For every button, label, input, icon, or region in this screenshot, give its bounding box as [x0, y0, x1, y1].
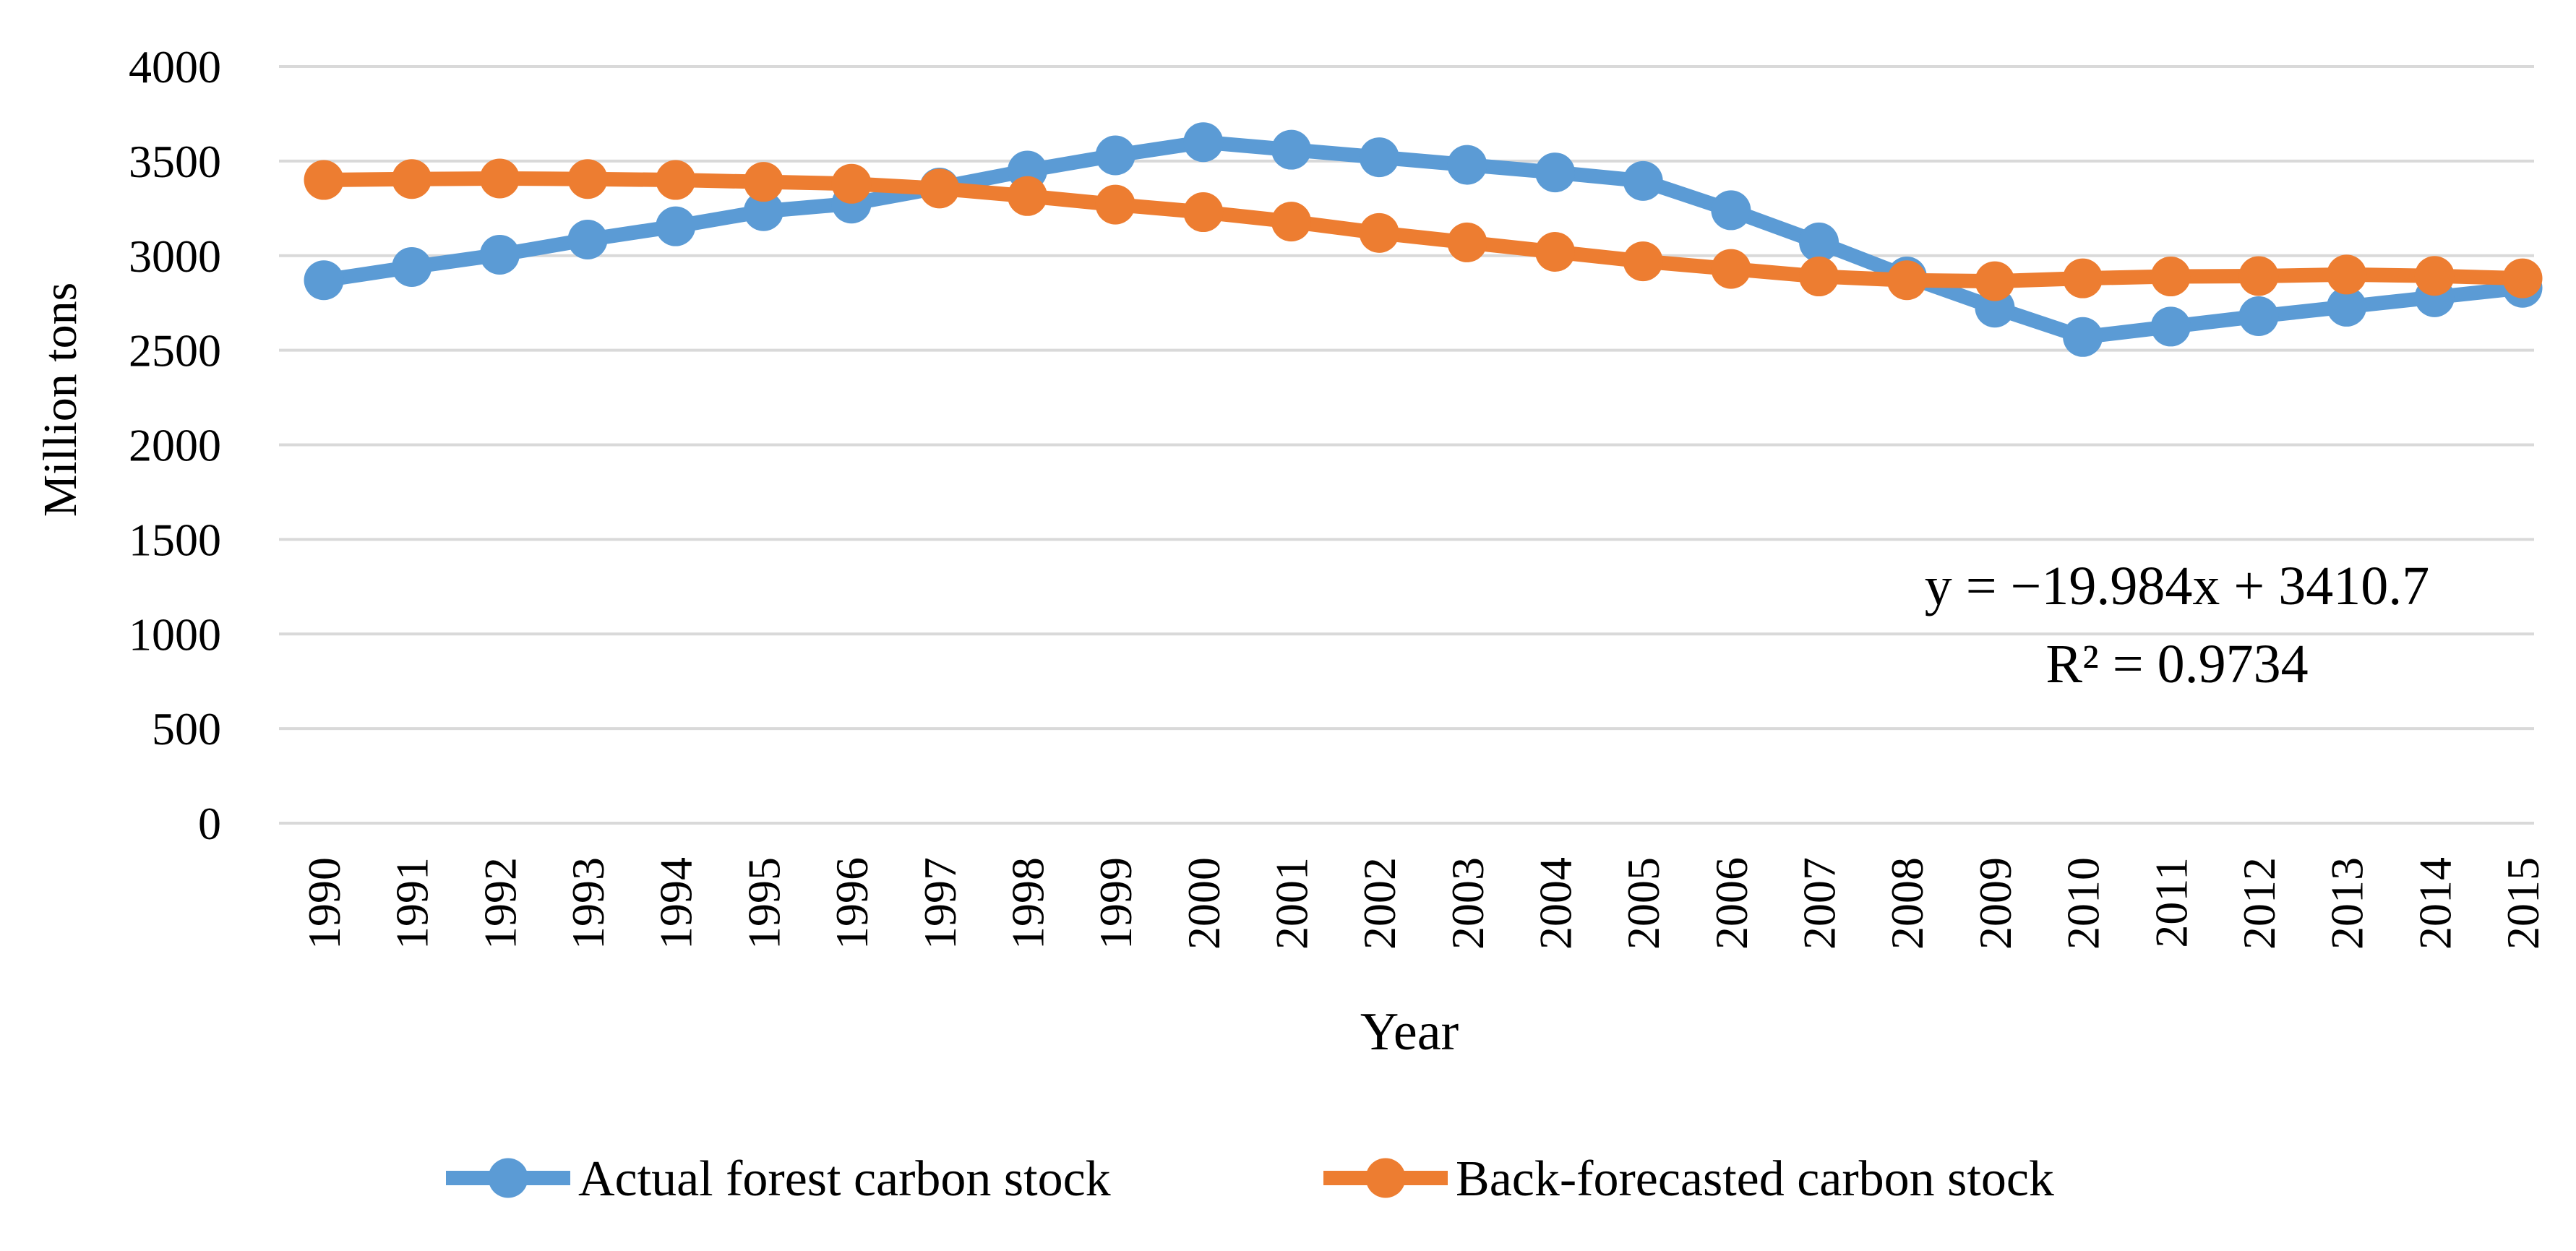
x-tick-label: 1993: [562, 857, 614, 950]
x-tick-label: 1990: [299, 857, 350, 950]
data-point-actual-2012: [2238, 296, 2279, 337]
data-point-actual-1991: [392, 246, 432, 287]
data-point-actual-2006: [1711, 190, 1751, 231]
data-point-actual-2005: [1623, 160, 1663, 201]
x-tick-label: 2014: [2409, 857, 2460, 950]
data-point-forecast-2003: [1447, 222, 1487, 262]
data-point-forecast-2004: [1535, 232, 1576, 272]
y-tick-label: 3000: [129, 231, 221, 282]
y-tick-label: 1000: [129, 609, 221, 660]
data-point-forecast-2008: [1886, 260, 1927, 301]
data-point-actual-2001: [1271, 129, 1311, 170]
data-point-forecast-1990: [304, 160, 344, 200]
data-point-forecast-1993: [567, 159, 608, 199]
x-tick-label: 2011: [2145, 857, 2197, 948]
y-axis-title: Million tons: [34, 283, 87, 517]
legend-label-actual: Actual forest carbon stock: [578, 1151, 1111, 1207]
legend-item-forecast: Back-forecasted carbon stock: [1323, 1151, 2054, 1207]
y-axis-tick-labels: 0 500 1000 1500 2000 2500 3000 3500 4000: [129, 41, 221, 849]
x-tick-label: 1991: [387, 857, 438, 950]
x-tick-label: 1998: [1002, 857, 1053, 950]
x-tick-label: 2002: [1354, 857, 1405, 950]
x-tick-label: 1995: [738, 857, 789, 950]
gridlines: [279, 65, 2534, 825]
legend-item-actual: Actual forest carbon stock: [446, 1151, 1111, 1207]
data-point-forecast-2006: [1711, 249, 1751, 289]
data-point-actual-2003: [1447, 145, 1487, 185]
data-point-forecast-1999: [1095, 184, 1135, 225]
y-tick-label: 500: [152, 703, 221, 755]
data-point-actual-2004: [1535, 152, 1576, 193]
x-tick-label: 2006: [1706, 857, 1757, 950]
x-tick-label: 2012: [2233, 857, 2285, 950]
y-tick-label: 0: [198, 798, 221, 849]
data-point-forecast-1995: [743, 162, 783, 202]
legend-marker-dot-forecast: [1365, 1158, 1406, 1198]
data-point-actual-2010: [2063, 317, 2103, 357]
data-point-forecast-2014: [2414, 256, 2455, 296]
x-tick-label: 1997: [914, 857, 966, 950]
x-tick-label: 2003: [1442, 857, 1493, 950]
x-tick-label: 2005: [1618, 857, 1669, 950]
x-tick-label: 1996: [826, 857, 877, 950]
x-tick-label: 1992: [474, 857, 525, 950]
data-point-forecast-1992: [479, 158, 520, 199]
x-tick-label: 2000: [1178, 857, 1229, 950]
x-axis-title: Year: [1360, 1002, 1459, 1062]
y-tick-label: 3500: [129, 136, 221, 187]
data-point-forecast-2012: [2238, 256, 2279, 296]
data-point-forecast-2001: [1271, 202, 1311, 242]
x-tick-label: 2013: [2322, 857, 2373, 950]
x-tick-label: 2009: [1970, 857, 2021, 950]
data-point-actual-2000: [1183, 122, 1224, 163]
data-point-forecast-1998: [1007, 176, 1047, 216]
legend-marker-dot-actual: [488, 1158, 528, 1198]
data-point-forecast-2007: [1799, 257, 1839, 297]
plot-series: [304, 122, 2543, 357]
data-point-actual-1992: [479, 234, 520, 275]
x-tick-label: 2010: [2058, 857, 2109, 950]
data-point-actual-1990: [304, 260, 344, 301]
x-tick-label: 2004: [1530, 857, 1581, 950]
data-point-forecast-2000: [1183, 192, 1224, 233]
data-point-forecast-1994: [656, 160, 696, 200]
data-point-forecast-2013: [2327, 254, 2367, 295]
x-tick-label: 1994: [651, 857, 702, 950]
data-point-actual-2002: [1359, 137, 1399, 178]
data-point-actual-2011: [2150, 306, 2191, 347]
x-tick-label: 2001: [1266, 857, 1317, 950]
data-point-forecast-1996: [831, 163, 872, 204]
data-point-forecast-1997: [919, 168, 960, 209]
data-point-forecast-2011: [2150, 257, 2191, 297]
y-tick-label: 4000: [129, 41, 221, 93]
x-tick-label: 2008: [1881, 857, 1933, 950]
data-point-actual-1995: [743, 191, 783, 231]
y-tick-label: 1500: [129, 514, 221, 565]
data-point-actual-1994: [656, 206, 696, 246]
legend-label-forecast: Back-forecasted carbon stock: [1456, 1151, 2054, 1207]
data-point-forecast-2005: [1623, 241, 1663, 282]
x-axis-tick-labels: 1990 1991 1992 1993 1994 1995 1996 1997 1998 1999…: [299, 857, 2549, 950]
legend: Actual forest carbon stock Back-forecast…: [446, 1151, 2054, 1207]
x-tick-label: 1999: [1090, 857, 1141, 950]
series-forecast: [304, 158, 2543, 301]
data-point-forecast-2002: [1359, 212, 1399, 253]
x-tick-label: 2015: [2497, 857, 2549, 950]
data-point-actual-1993: [567, 220, 608, 260]
data-point-actual-1999: [1095, 135, 1135, 176]
trendline-equation: y = −19.984x + 3410.7: [1925, 556, 2430, 616]
data-point-forecast-1991: [392, 159, 432, 199]
data-point-forecast-2010: [2063, 258, 2103, 298]
data-point-actual-2013: [2327, 286, 2367, 327]
data-point-actual-2007: [1799, 222, 1839, 262]
data-point-forecast-2009: [1975, 261, 2015, 301]
y-tick-label: 2500: [129, 325, 221, 377]
x-tick-label: 2007: [1794, 857, 1845, 950]
data-point-forecast-2015: [2502, 258, 2543, 298]
r-squared-value: R² = 0.9734: [2045, 634, 2308, 695]
y-tick-label: 2000: [129, 420, 221, 471]
